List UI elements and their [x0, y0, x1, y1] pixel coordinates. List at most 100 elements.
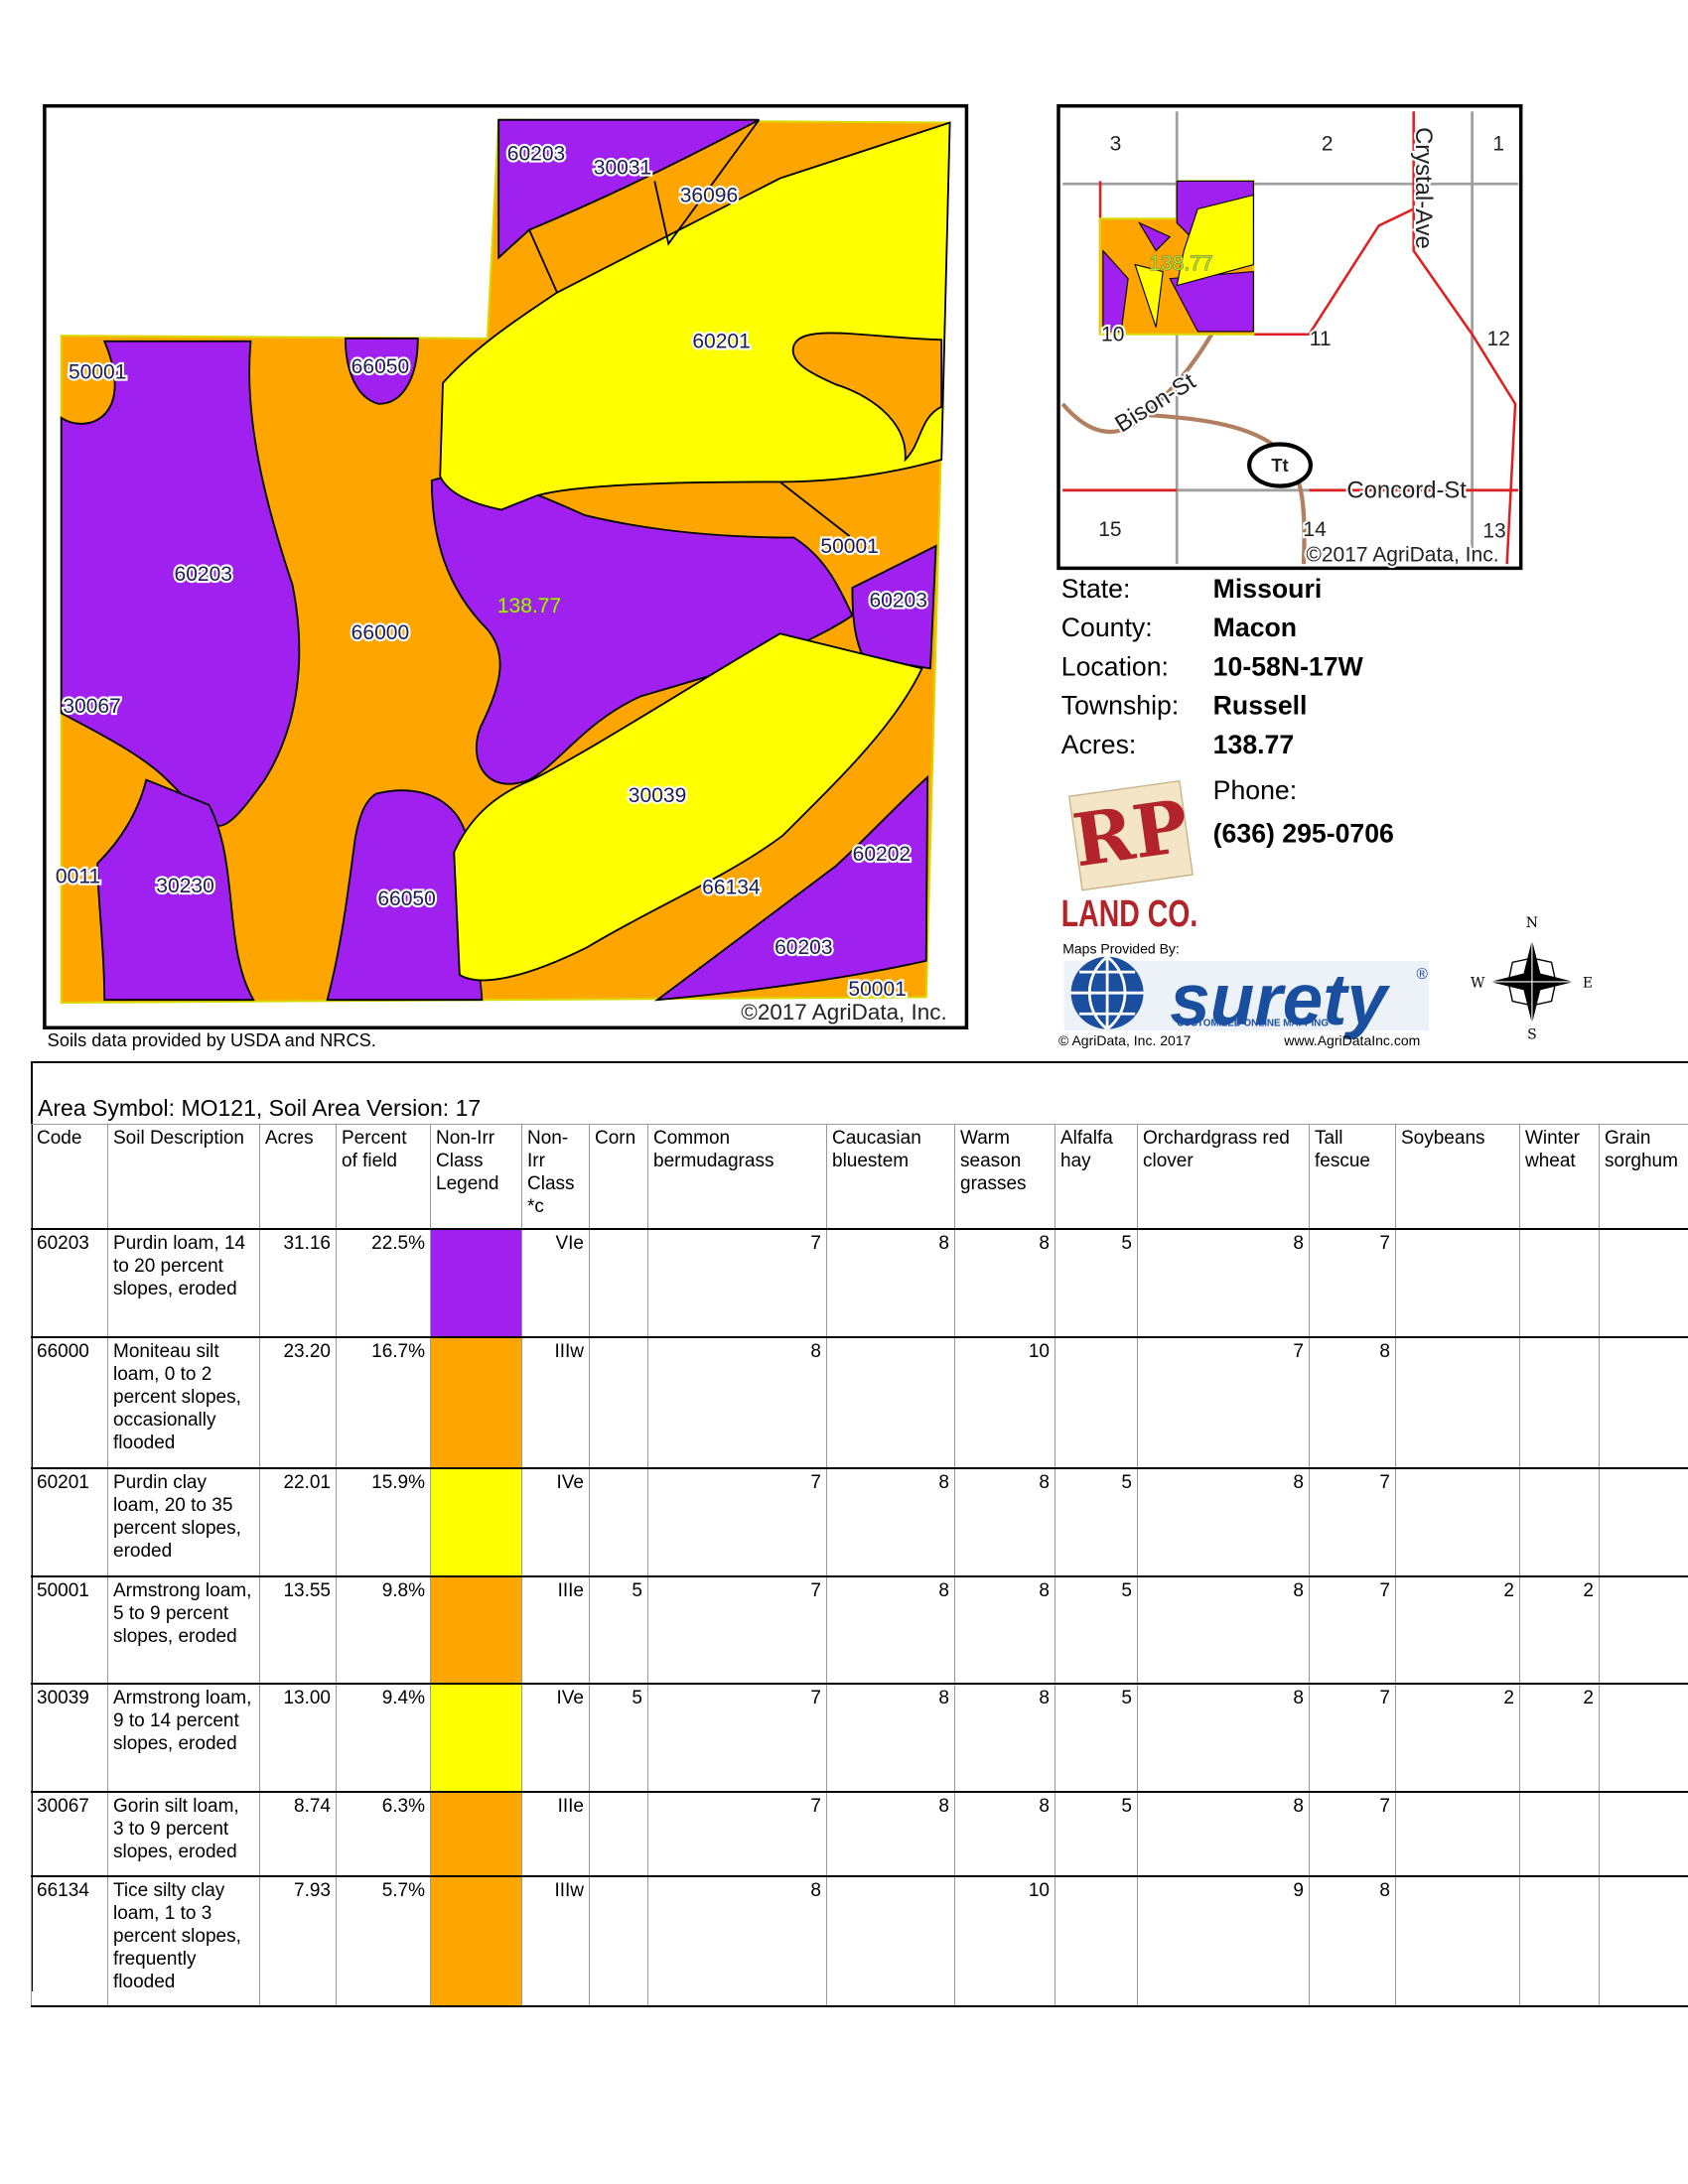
yield-cell: 8 [1137, 1228, 1310, 1337]
map-labels: 60203 30031 36096 60201 50001 66050 60203 138.7… [54, 140, 929, 1003]
yield-cell: 7 [1309, 1683, 1396, 1792]
soil-polygons [60, 118, 951, 1002]
soil-table: Code Soil Description Acres Percent of fiel… [31, 1124, 1688, 2007]
code-cell: 30039 [31, 1683, 108, 1792]
soil-polygon [60, 340, 301, 827]
yield-cell [1599, 1683, 1688, 1792]
legend-swatch [431, 1576, 521, 1683]
compass-n: N [1526, 915, 1538, 931]
registered-mark: ® [1416, 966, 1428, 983]
yield-cell: 7 [647, 1467, 827, 1576]
inset-label: Tt [1271, 455, 1288, 476]
info-label: Acres: [1061, 730, 1137, 759]
soil-row: 60203 Purdin loam, 14 to 20 percent slope… [31, 1228, 1688, 1337]
soil-polygon [326, 789, 484, 1002]
yield-cell: 8 [826, 1228, 955, 1337]
yield-cell: 8 [1137, 1467, 1310, 1576]
soil-label: 30039 [629, 784, 686, 807]
yield-cell [1599, 1791, 1688, 1876]
soil-label: 66000 [352, 621, 409, 644]
inset-label: 3 [1110, 133, 1122, 156]
yield-cell: 8 [647, 1875, 827, 2006]
inset-label: Concord-St [1346, 478, 1467, 504]
map-area: 60203 30031 36096 60201 50001 66050 60203 138.7… [43, 103, 1593, 1050]
yield-cell: 2 [1395, 1575, 1520, 1684]
acres-cell: 8.74 [259, 1791, 337, 1876]
code-cell: 66134 [31, 1875, 108, 2006]
description-cell: Armstrong loam, 9 to 14 percent slopes, … [107, 1683, 260, 1792]
soil-label: 60203 [774, 936, 832, 959]
yield-cell [1519, 1467, 1600, 1576]
description-cell: Moniteau silt loam, 0 to 2 percent slope… [107, 1336, 260, 1468]
class-cell: IVe [521, 1683, 590, 1792]
soil-label: 60201 [692, 331, 750, 353]
inset-label: 13 [1482, 519, 1505, 542]
yield-cell: 5 [589, 1683, 648, 1792]
class-cell: IIIe [521, 1575, 590, 1684]
legend-swatch [431, 1792, 521, 1875]
inset-label: Crystal-Ave [1410, 127, 1437, 249]
yield-cell: 8 [826, 1467, 955, 1576]
info-label: State: [1061, 574, 1131, 604]
yield-cell: 7 [1309, 1228, 1396, 1337]
acres-cell: 31.16 [259, 1228, 337, 1337]
percent-cell: 15.9% [336, 1467, 431, 1576]
soil-polygon [653, 774, 929, 1002]
route-shield [1247, 442, 1313, 488]
class-cell: VIe [521, 1228, 590, 1337]
yield-cell: 8 [954, 1791, 1055, 1876]
yield-cell [1055, 1336, 1138, 1468]
compass-e: E [1583, 975, 1593, 991]
yield-cell: 8 [1137, 1575, 1310, 1684]
yield-cell: 8 [647, 1336, 827, 1468]
soil-label: 66050 [352, 355, 409, 378]
class-cell: IIIw [521, 1875, 590, 2006]
inset-label: 10 [1101, 324, 1124, 346]
soil-boundary [528, 119, 851, 537]
yield-cell [1599, 1467, 1688, 1576]
soil-label: 60203 [175, 563, 232, 586]
soil-polygon [453, 632, 923, 982]
yield-cell: 7 [1309, 1467, 1396, 1576]
percent-cell: 22.5% [336, 1228, 431, 1337]
property-info: State: Missouri County: Macon Location: 10-58… [1061, 574, 1364, 759]
description-cell: Tice silty clay loam, 1 to 3 percent slo… [107, 1875, 260, 2006]
yield-cell [1055, 1875, 1138, 2006]
class-cell: IIIw [521, 1336, 590, 1468]
yield-cell [1395, 1467, 1520, 1576]
yield-cell: 8 [1137, 1791, 1310, 1876]
yield-cell [826, 1336, 955, 1468]
phone-label: Phone: [1213, 775, 1297, 805]
yield-cell [1395, 1336, 1520, 1468]
website: www.AgriDataInc.com [1283, 1032, 1420, 1048]
percent-cell: 9.8% [336, 1575, 431, 1684]
yield-cell: 2 [1519, 1575, 1600, 1684]
header-cell: Caucasian bluestem [826, 1124, 955, 1229]
info-value: Macon [1213, 613, 1297, 642]
description-cell: Gorin silt loam, 3 to 9 percent slopes, … [107, 1791, 260, 1876]
info-value: Missouri [1213, 574, 1323, 604]
yield-cell [1599, 1875, 1688, 2006]
soil-map: 60203 30031 36096 60201 50001 66050 60203 138.7… [43, 103, 969, 1029]
yield-cell: 8 [1137, 1683, 1310, 1792]
compass: N E S W [1471, 915, 1593, 1042]
info-value: Russell [1213, 691, 1308, 721]
yield-cell: 8 [954, 1575, 1055, 1684]
soil-row: 30039 Armstrong loam, 9 to 14 percent slo… [31, 1683, 1688, 1792]
soil-row: 66134 Tice silty clay loam, 1 to 3 percen… [31, 1875, 1688, 2006]
header-cell: Percent of field [336, 1124, 431, 1229]
logo-mark: RP [1068, 784, 1194, 884]
inset-label: 2 [1322, 133, 1334, 156]
table-title: Area Symbol: MO121, Soil Area Version: 1… [38, 1095, 482, 1121]
yield-cell [1599, 1228, 1688, 1337]
soil-row: 30067 Gorin silt loam, 3 to 9 percent slo… [31, 1791, 1688, 1876]
surety-tagline: CUSTOMIZED ONLINE MAPPING [1177, 1019, 1329, 1029]
legend-cell [430, 1683, 522, 1792]
soil-label: 60202 [853, 843, 911, 866]
description-cell: Armstrong loam, 5 to 9 percent slopes, e… [107, 1575, 260, 1684]
legend-cell [430, 1336, 522, 1468]
table-body: Code Soil Description Acres Percent of fiel… [31, 1124, 1688, 2006]
percent-cell: 9.4% [336, 1683, 431, 1792]
soil-polygon [344, 338, 419, 405]
acres-cell: 7.93 [259, 1875, 337, 2006]
